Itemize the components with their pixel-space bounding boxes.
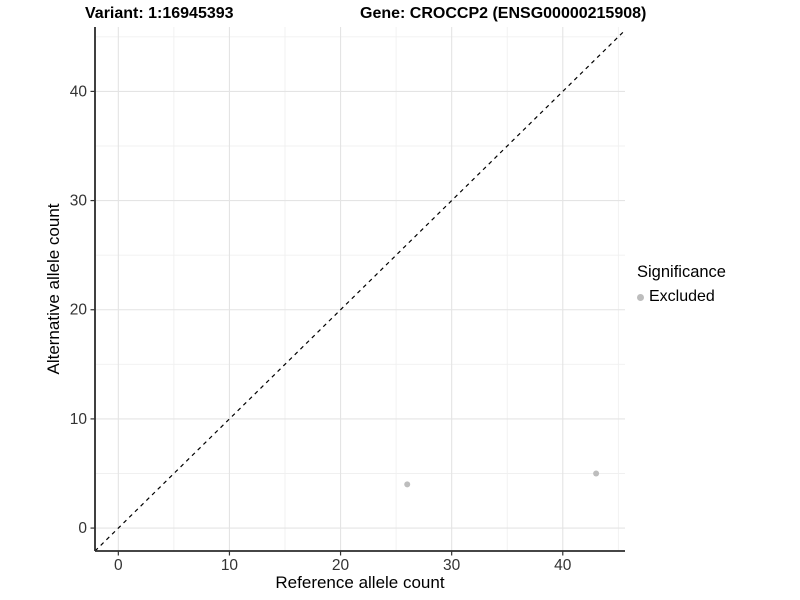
- x-tick-label: 20: [332, 557, 350, 574]
- variant-title: Variant: 1:16945393: [85, 5, 234, 22]
- x-tick-label: 30: [443, 557, 461, 574]
- y-tick-label: 20: [70, 302, 88, 319]
- y-axis-title: Alternative allele count: [44, 203, 63, 375]
- gene-title: Gene: CROCCP2 (ENSG00000215908): [360, 5, 647, 22]
- identity-dashed-line: [94, 29, 626, 552]
- data-point: [593, 470, 600, 477]
- legend: Significance Excluded: [637, 263, 726, 306]
- legend-point-swatch-icon: [637, 293, 644, 301]
- legend-item-label: Excluded: [649, 288, 715, 305]
- y-tick-label: 10: [70, 411, 88, 428]
- x-tick-label: 0: [114, 557, 123, 574]
- legend-item-excluded: Excluded: [637, 288, 726, 306]
- x-tick-label: 40: [554, 557, 572, 574]
- y-tick-label: 30: [70, 193, 88, 210]
- x-axis-title: Reference allele count: [275, 573, 445, 592]
- legend-title: Significance: [637, 263, 726, 281]
- y-tick-label: 40: [70, 83, 88, 100]
- y-tick-label: 0: [78, 520, 87, 537]
- x-tick-label: 10: [221, 557, 239, 574]
- data-point: [404, 481, 411, 488]
